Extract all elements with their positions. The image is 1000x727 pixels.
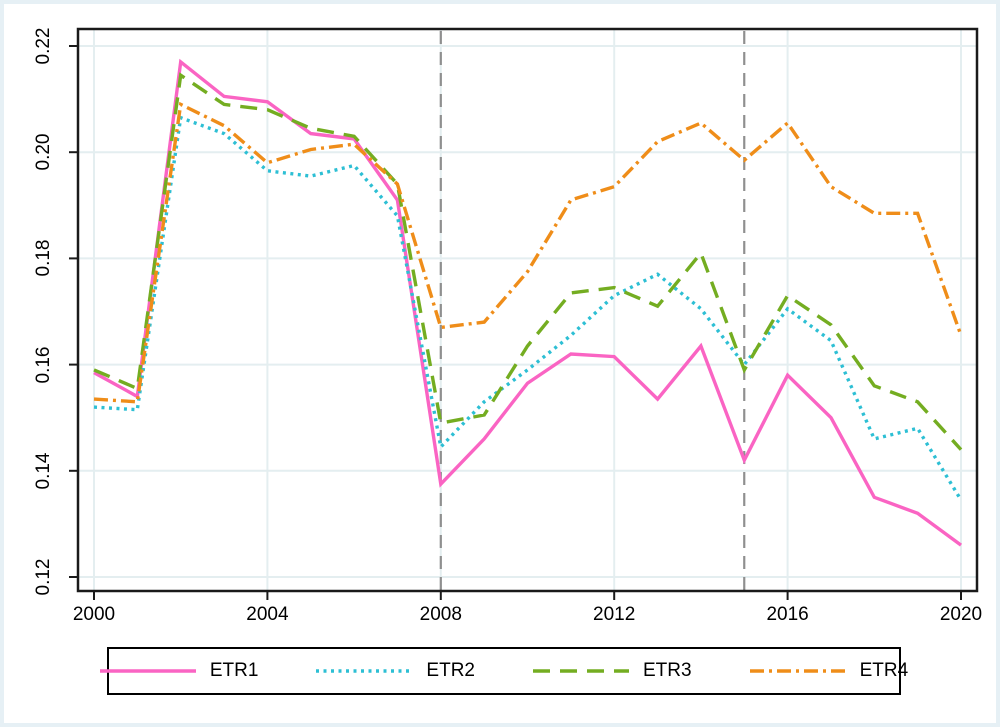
legend-item-ETR4: ETR4 xyxy=(749,660,909,682)
x-tick-label-2016: 2016 xyxy=(766,604,809,625)
legend-item-ETR3: ETR3 xyxy=(533,660,692,682)
plot-border xyxy=(76,27,979,593)
legend: ETR1 ETR2 ETR3 ETR4 xyxy=(99,647,908,695)
y-tick-label-0.20: 0.20 xyxy=(33,133,54,171)
legend-item-ETR1: ETR1 xyxy=(99,660,259,682)
series-ETR3-line xyxy=(93,72,963,451)
legend-line-sample-ETR2 xyxy=(316,669,413,673)
y-tick-label-0.22: 0.22 xyxy=(33,27,54,65)
y-tick-label-0.18: 0.18 xyxy=(33,239,54,277)
series-ETR2-line xyxy=(93,115,963,501)
y-tick-label-0.14: 0.14 xyxy=(33,452,54,490)
x-tick-label-2012: 2012 xyxy=(593,604,636,625)
legend-label-ETR1: ETR1 xyxy=(209,660,259,681)
series-ETR4-line xyxy=(93,101,963,404)
x-tick-label-2004: 2004 xyxy=(246,604,289,625)
legend-line-sample-ETR3 xyxy=(533,669,629,673)
plot-area xyxy=(69,27,979,600)
legend-label-ETR2: ETR2 xyxy=(426,660,475,681)
series-ETR1-line xyxy=(93,58,963,547)
y-tick-label-0.16: 0.16 xyxy=(33,346,54,384)
legend-label-ETR3: ETR3 xyxy=(643,660,692,681)
legend-label-ETR4: ETR4 xyxy=(859,660,909,681)
x-tick-label-2000: 2000 xyxy=(72,604,116,625)
legend-item-ETR2: ETR2 xyxy=(316,660,475,682)
legend-line-sample-ETR1 xyxy=(99,669,196,673)
y-tick-label-0.12: 0.12 xyxy=(33,558,54,596)
legend-line-sample-ETR4 xyxy=(749,669,846,673)
x-tick-label-2008: 2008 xyxy=(419,604,462,625)
x-tick-label-2020: 2020 xyxy=(939,604,983,625)
